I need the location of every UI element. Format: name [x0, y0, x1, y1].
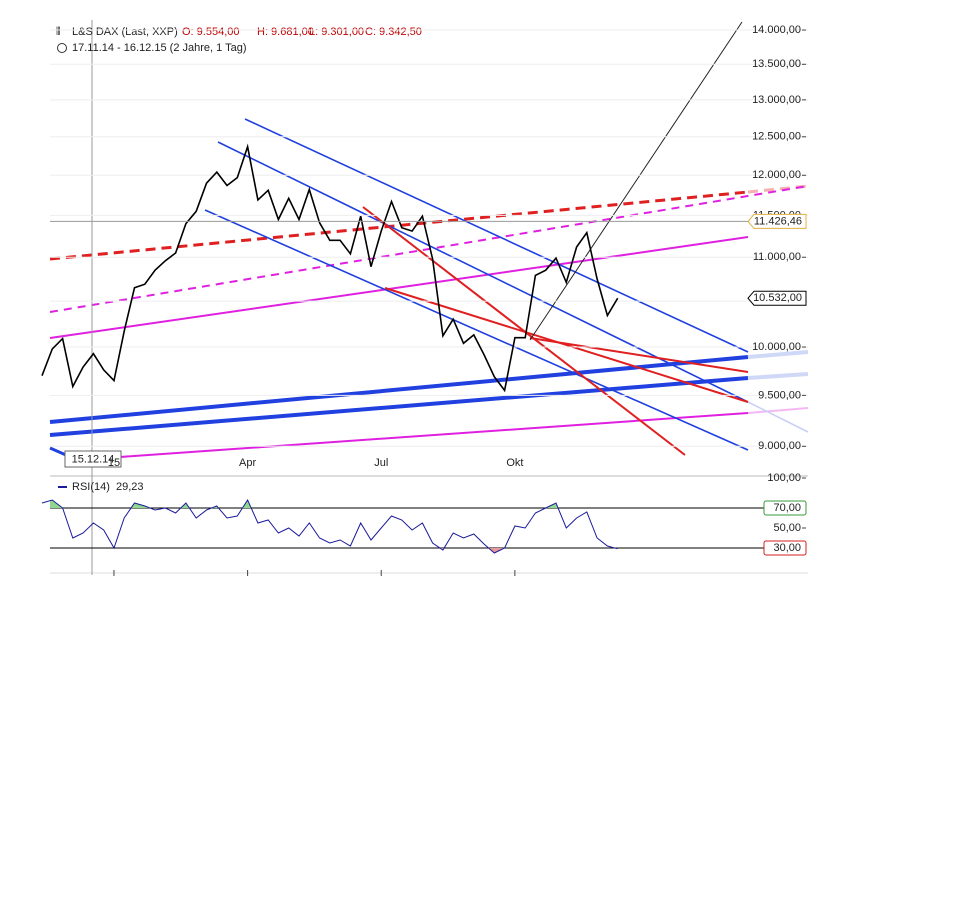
ohlc-label: H: 9.681,00: [257, 26, 314, 38]
trendline: [119, 412, 749, 458]
price-marker-label: 10.532,00: [753, 292, 802, 304]
y-tick-label: 9.500,00: [758, 389, 801, 401]
y-tick-label: 11.000,00: [753, 251, 801, 263]
price-marker-label: 11.426,46: [754, 215, 802, 227]
price-marker-box: [747, 290, 807, 306]
x-tick-label: Okt: [506, 457, 523, 469]
crosshair-label-box: [64, 450, 122, 468]
trendline: [747, 401, 809, 433]
level-label-box: [763, 540, 807, 556]
ohlc-label: L: 9.301,00: [309, 26, 364, 38]
clock-icon: [57, 43, 67, 53]
trendline: [204, 209, 749, 451]
y-tick-label: 13.000,00: [752, 94, 801, 106]
icon: ⫴: [56, 26, 61, 38]
y-tick-label: 13.500,00: [752, 58, 801, 70]
trendline: [747, 407, 809, 414]
x-tick-label: 15: [108, 457, 120, 469]
trendline: [747, 372, 809, 380]
level-label-box: [763, 500, 807, 516]
x-tick-label: Apr: [239, 457, 256, 469]
price-marker-box: [747, 213, 807, 229]
trendline: [49, 236, 749, 339]
y-tick-label: 14.000,00: [752, 24, 801, 36]
trendlines: [49, 21, 809, 458]
crosshair-label: 15.12.14: [72, 453, 115, 465]
trendline: [49, 446, 67, 457]
chart-subtitle: 17.11.14 - 16.12.15 (2 Jahre, 1 Tag): [72, 42, 247, 54]
y-tick-label: 30,00: [773, 542, 801, 554]
series-line: [41, 143, 619, 393]
y-tick-label: 70,00: [773, 502, 801, 514]
ohlc-label: C: 9.342,50: [365, 26, 422, 38]
chart-title: L&S DAX (Last, XXP): [72, 26, 178, 38]
y-tick-label: 50,00: [773, 522, 801, 534]
y-tick-label: 100,00: [767, 472, 801, 484]
trendline: [49, 190, 749, 261]
trendline: [49, 355, 749, 424]
series-line: [41, 498, 618, 554]
y-tick-label: 10.000,00: [752, 341, 801, 353]
y-tick-label: 12.000,00: [752, 169, 801, 181]
y-tick-label: 12.500,00: [752, 131, 801, 143]
trendline: [49, 376, 749, 437]
x-tick-label: Jul: [374, 457, 388, 469]
rsi-last: 29,23: [116, 481, 144, 493]
trendline: [747, 350, 809, 359]
y-tick-label: 9.000,00: [758, 440, 801, 452]
rsi-title: RSI(14): [72, 481, 110, 493]
trendline: [529, 337, 749, 373]
ohlc-label: O: 9.554,00: [182, 26, 240, 38]
trendline: [529, 21, 743, 341]
trendline: [384, 287, 749, 403]
trendline: [244, 118, 749, 353]
trendline: [49, 185, 809, 313]
